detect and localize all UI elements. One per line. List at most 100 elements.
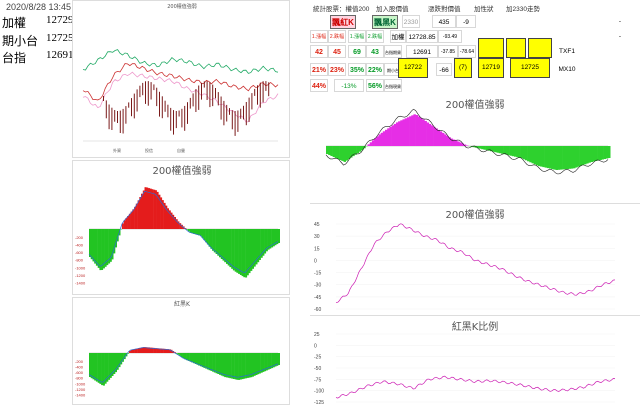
area-bar xyxy=(120,353,123,365)
area-bar xyxy=(180,353,183,358)
main-bar xyxy=(240,108,242,119)
area-bar xyxy=(586,146,589,164)
area-bar xyxy=(236,353,239,380)
area-bar xyxy=(518,146,521,158)
main-bar xyxy=(173,110,174,135)
area-bar xyxy=(378,134,381,146)
area-bar xyxy=(154,348,157,353)
area-bar xyxy=(276,353,279,366)
y-tick-label: -125 xyxy=(314,400,324,405)
main-bar xyxy=(220,96,222,120)
area-bar xyxy=(400,120,403,146)
right-top-chart: 200權值強弱 xyxy=(310,96,640,201)
area-bar xyxy=(387,128,390,146)
sheet-header-2330: 加2330走勢 xyxy=(506,6,540,13)
area-bar xyxy=(168,210,171,229)
area-bar xyxy=(264,353,267,372)
area-bar xyxy=(104,353,107,384)
weighted-label: 加權 xyxy=(390,30,406,43)
area-bar xyxy=(116,353,119,370)
area-bar xyxy=(470,146,473,147)
area-bar xyxy=(220,229,223,259)
area-bar xyxy=(208,353,211,371)
area-bar xyxy=(206,229,209,245)
area-bar xyxy=(148,188,150,229)
area-bar xyxy=(246,229,249,276)
green-k-box: 飄黑K xyxy=(372,15,398,29)
area-bar xyxy=(265,229,268,252)
magenta-series-line xyxy=(335,223,616,303)
area-bar xyxy=(212,353,215,372)
row4-a: 44% xyxy=(310,79,328,92)
area-bar xyxy=(597,146,600,161)
area-bar xyxy=(187,229,190,232)
area-bar xyxy=(546,146,550,169)
main-bar xyxy=(167,104,169,118)
area-bar xyxy=(446,135,449,146)
left-mid-plot: -200 -400 -600 -800 -1000 -1200 -1400 xyxy=(75,187,280,285)
area-bar xyxy=(139,347,142,353)
main-bar xyxy=(184,105,186,131)
area-bar xyxy=(557,146,561,170)
sheet-header-change: 漲跌對價值 xyxy=(428,6,461,13)
area-bar xyxy=(380,132,384,146)
area-bar xyxy=(146,347,149,353)
area-bar xyxy=(271,229,274,248)
area-bar xyxy=(149,188,152,229)
main-series-line xyxy=(82,63,279,101)
main-bar xyxy=(108,104,110,130)
area-bar xyxy=(404,118,408,146)
area-bar xyxy=(439,131,443,146)
area-bar xyxy=(184,353,187,360)
area-bar xyxy=(229,353,232,379)
main-bar xyxy=(229,108,230,115)
area-bar xyxy=(132,209,135,229)
right-bottom-title: 紅黑K比例 xyxy=(451,322,499,333)
area-bar xyxy=(568,146,572,169)
area-bar xyxy=(343,146,346,162)
area-bar xyxy=(267,353,270,370)
area-bar xyxy=(413,114,416,146)
area-bar xyxy=(213,353,216,373)
magenta-series-line xyxy=(335,375,616,399)
area-bar xyxy=(167,208,169,229)
area-bar xyxy=(121,353,124,362)
row3-y3: 12719 xyxy=(478,58,504,78)
y-tick-label: -1000 xyxy=(75,381,86,386)
area-bar xyxy=(476,146,480,149)
area-bar xyxy=(262,229,265,256)
area-bar xyxy=(479,146,482,149)
main-legend-item: 投信 xyxy=(145,147,153,153)
area-bar xyxy=(250,353,253,378)
area-bar xyxy=(108,229,111,264)
area-bar xyxy=(246,353,249,378)
main-legend-item: 自營 xyxy=(177,147,185,153)
area-bar xyxy=(222,353,225,377)
area-bar xyxy=(206,353,209,370)
main-bar xyxy=(251,93,253,110)
area-bar xyxy=(494,146,497,153)
area-bar xyxy=(588,146,591,163)
area-bar xyxy=(245,353,248,379)
area-bar xyxy=(426,122,430,146)
area-bar xyxy=(101,229,104,270)
y-tick-label: -45 xyxy=(314,295,321,301)
area-bar xyxy=(160,348,163,353)
area-bar xyxy=(121,223,124,229)
row1-up2-label: 1.漲幅 xyxy=(348,30,366,43)
row1-up-label: 1.漲幅 xyxy=(310,30,328,43)
area-bar xyxy=(222,229,225,261)
y-tick-label: 0 xyxy=(314,343,317,349)
area-bar xyxy=(352,146,355,157)
main-chart-title: 200權值強弱 xyxy=(167,4,197,10)
y-tick-label: 0 xyxy=(314,258,317,264)
area-bar xyxy=(151,347,154,353)
area-bar xyxy=(227,229,230,266)
right-mid-title: 200權值強弱 xyxy=(445,210,505,221)
area-bar xyxy=(492,146,495,152)
area-bar xyxy=(180,224,183,229)
main-bar xyxy=(111,107,113,130)
left-mid-chart: 200權值強弱 -200 -400 -600 -800 -1000 -1200 -1400 xyxy=(72,160,290,295)
area-bar xyxy=(245,229,248,278)
area-bar xyxy=(500,146,504,154)
